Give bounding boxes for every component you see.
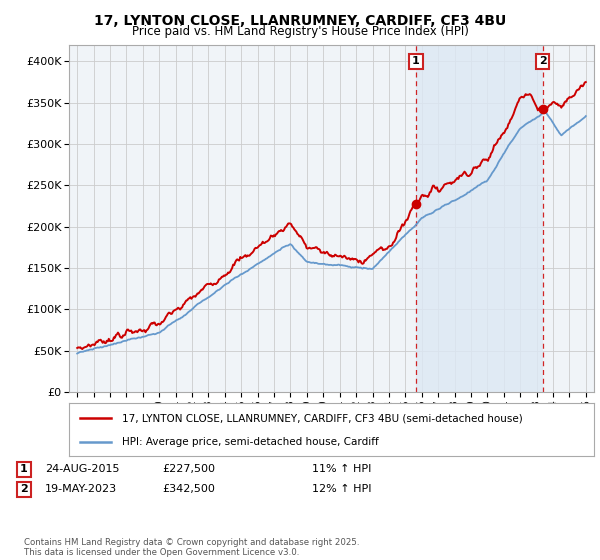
Text: £342,500: £342,500 xyxy=(162,484,215,494)
Text: 12% ↑ HPI: 12% ↑ HPI xyxy=(312,484,371,494)
Bar xyxy=(416,45,543,392)
Text: 11% ↑ HPI: 11% ↑ HPI xyxy=(312,464,371,474)
Text: HPI: Average price, semi-detached house, Cardiff: HPI: Average price, semi-detached house,… xyxy=(121,436,378,446)
Text: 2: 2 xyxy=(539,57,547,66)
Text: 17, LYNTON CLOSE, LLANRUMNEY, CARDIFF, CF3 4BU (semi-detached house): 17, LYNTON CLOSE, LLANRUMNEY, CARDIFF, C… xyxy=(121,413,522,423)
Text: 24-AUG-2015: 24-AUG-2015 xyxy=(45,464,119,474)
Text: 2: 2 xyxy=(20,484,28,494)
Text: 19-MAY-2023: 19-MAY-2023 xyxy=(45,484,117,494)
Text: 1: 1 xyxy=(412,57,420,66)
Text: Contains HM Land Registry data © Crown copyright and database right 2025.
This d: Contains HM Land Registry data © Crown c… xyxy=(24,538,359,557)
Text: Price paid vs. HM Land Registry's House Price Index (HPI): Price paid vs. HM Land Registry's House … xyxy=(131,25,469,38)
Text: 17, LYNTON CLOSE, LLANRUMNEY, CARDIFF, CF3 4BU: 17, LYNTON CLOSE, LLANRUMNEY, CARDIFF, C… xyxy=(94,14,506,28)
Text: £227,500: £227,500 xyxy=(162,464,215,474)
Text: 1: 1 xyxy=(20,464,28,474)
